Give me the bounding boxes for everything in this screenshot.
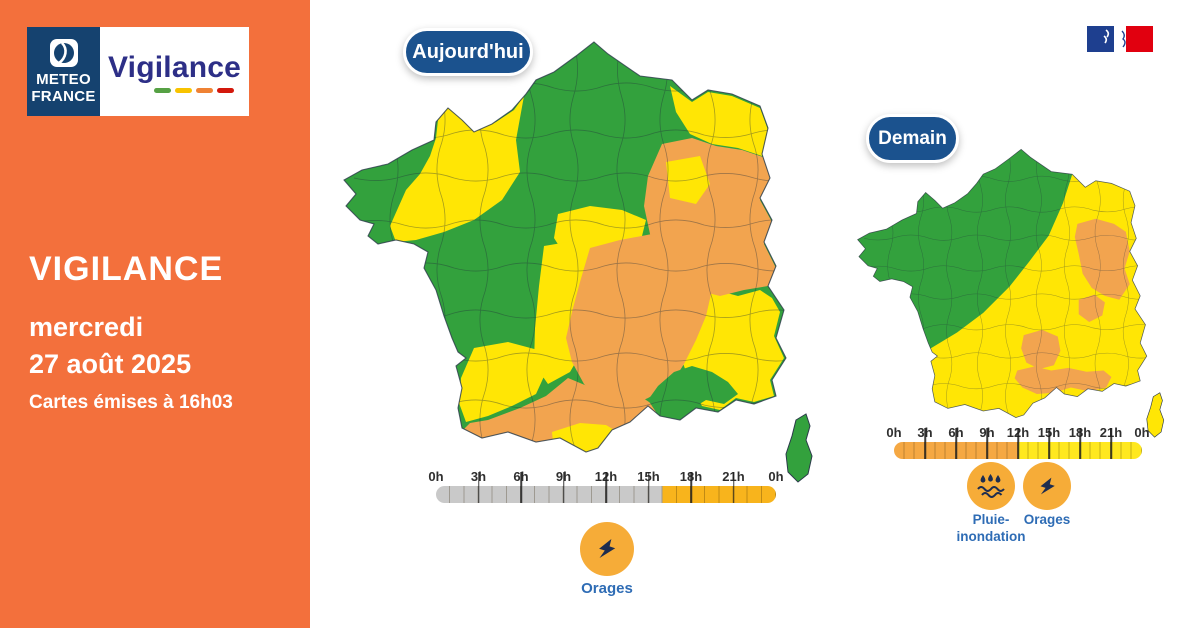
timeline-tick bbox=[732, 472, 735, 503]
timeline-tick bbox=[986, 428, 988, 459]
timeline-tomorrow: 0h 3h 6h 9h 12h 15h 18h 21h 0h bbox=[886, 422, 1150, 459]
meteo-france-vigilance-logo: METEO FRANCE Vigilance bbox=[27, 27, 249, 116]
rain-flood-badge-tomorrow bbox=[967, 462, 1015, 510]
phenomenon-label: Orages bbox=[581, 580, 633, 597]
meteo-france-icon bbox=[49, 39, 78, 68]
lightning-icon bbox=[1040, 477, 1055, 494]
scale-orange-dash bbox=[195, 87, 213, 93]
hour-label: 0h bbox=[1134, 425, 1150, 440]
timeline-bar-tomorrow bbox=[894, 428, 1142, 459]
issued-time-label: Cartes émises à 16h03 bbox=[29, 392, 233, 413]
flag-red-band bbox=[1126, 26, 1153, 52]
tomorrow-button[interactable]: Demain bbox=[866, 114, 959, 163]
timeline-tick bbox=[562, 472, 565, 503]
phenomenon-label: Pluie- inondation bbox=[956, 512, 1026, 544]
today-button[interactable]: Aujourd'hui bbox=[403, 28, 533, 76]
timeline-tick bbox=[955, 428, 957, 459]
page-title: VIGILANCE bbox=[29, 250, 224, 288]
timeline-tick bbox=[605, 472, 607, 503]
timeline-tick bbox=[924, 428, 926, 459]
scale-yellow-dash bbox=[174, 87, 192, 93]
date-label: 27 août 2025 bbox=[29, 349, 192, 379]
weekday-label: mercredi bbox=[29, 312, 144, 342]
vigilance-map-tomorrow[interactable] bbox=[855, 140, 1169, 440]
hour-label: 0h bbox=[428, 469, 444, 484]
marianne-profile bbox=[1121, 30, 1126, 48]
timeline-tick bbox=[690, 472, 692, 503]
hour-label: 0h bbox=[768, 469, 784, 484]
lightning-icon bbox=[599, 539, 616, 558]
timeline-tick bbox=[520, 472, 522, 503]
timeline-bar-today bbox=[436, 472, 776, 503]
scale-red-dash bbox=[216, 87, 234, 93]
timeline-today: 0h 3h 6h 9h 12h 15h 18h 21h 0h bbox=[428, 466, 784, 503]
corsica-region bbox=[785, 413, 813, 483]
meteo-france-logo: METEO FRANCE bbox=[27, 27, 101, 116]
timeline-tick bbox=[647, 472, 650, 503]
timeline-tick bbox=[1017, 428, 1019, 459]
hour-label: 0h bbox=[886, 425, 902, 440]
vigilance-map-today[interactable] bbox=[340, 28, 820, 486]
flag-blue-band bbox=[1087, 26, 1114, 52]
phenomenon-label: Orages bbox=[1023, 512, 1071, 527]
timeline-tick bbox=[1048, 428, 1050, 459]
meteo-france-wordmark: METEO FRANCE bbox=[31, 71, 96, 105]
french-republic-logo bbox=[1082, 22, 1158, 56]
timeline-tick bbox=[1079, 428, 1081, 459]
vigilance-wordmark: Vigilance bbox=[108, 50, 241, 84]
scale-green-dash bbox=[153, 87, 171, 93]
rain-flood-icon bbox=[977, 474, 1005, 498]
storm-badge-tomorrow bbox=[1023, 462, 1071, 510]
storm-badge-today bbox=[580, 522, 634, 576]
timeline-tick bbox=[477, 472, 480, 503]
vigilance-scale bbox=[153, 87, 234, 93]
sidebar: METEO FRANCE Vigilance VIGILANCE mercred… bbox=[0, 0, 310, 628]
timeline-tick bbox=[1110, 428, 1112, 459]
